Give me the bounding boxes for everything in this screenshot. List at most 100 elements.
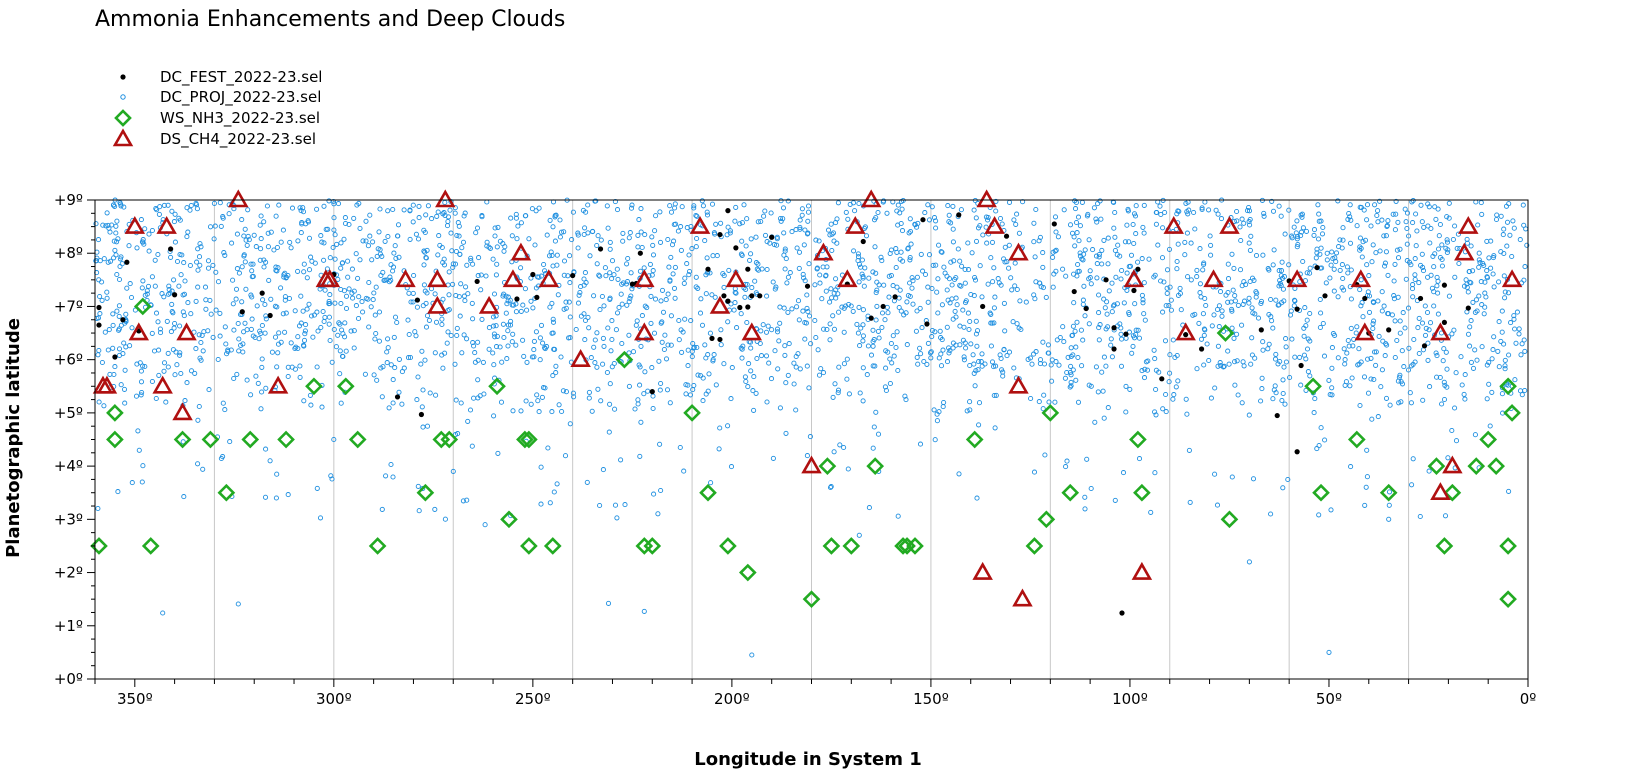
dc-proj-point — [743, 378, 749, 385]
dc-proj-point — [308, 402, 314, 408]
dc-proj-point — [423, 324, 430, 330]
dc-proj-point — [1444, 239, 1451, 245]
dc-proj-point — [1082, 247, 1088, 253]
dc-proj-point — [881, 198, 887, 204]
dc-proj-point — [672, 201, 678, 207]
dc-proj-point — [328, 473, 334, 479]
dc-proj-point — [1358, 245, 1364, 251]
dc-proj-point — [910, 301, 916, 307]
dc-proj-point — [276, 202, 282, 208]
dc-fest-point — [749, 293, 755, 299]
dc-proj-point — [1354, 324, 1360, 330]
ws-nh3-point — [217, 483, 236, 502]
dc-proj-point — [301, 337, 308, 343]
dc-proj-point — [160, 610, 166, 616]
dc-proj-point — [142, 226, 148, 232]
dc-proj-point — [465, 291, 471, 297]
dc-proj-point — [1102, 305, 1108, 311]
dc-proj-point — [827, 232, 833, 238]
dc-proj-point — [1247, 278, 1253, 285]
dc-proj-point — [604, 369, 610, 376]
dc-proj-point — [1320, 320, 1326, 327]
dc-proj-point — [184, 234, 190, 240]
dc-proj-point — [823, 288, 829, 294]
dc-proj-point — [655, 511, 661, 517]
dc-proj-point — [1287, 374, 1293, 381]
dc-proj-point — [649, 365, 655, 371]
dc-proj-point — [181, 494, 187, 500]
dc-proj-point — [1425, 201, 1431, 207]
dc-proj-point — [1392, 318, 1398, 324]
dc-proj-point — [1146, 256, 1152, 262]
dc-proj-point — [953, 275, 959, 281]
dc-proj-point — [1050, 254, 1056, 260]
dc-proj-point — [1484, 396, 1490, 402]
x-tick-label: 150º — [913, 690, 949, 708]
dc-proj-point — [176, 215, 182, 221]
dc-proj-point — [764, 266, 770, 273]
dc-proj-point — [806, 385, 812, 391]
dc-proj-point — [1103, 363, 1109, 369]
dc-proj-point — [750, 388, 756, 394]
dc-proj-point — [376, 309, 383, 315]
dc-proj-point — [446, 292, 452, 298]
dc-proj-point — [1070, 323, 1076, 329]
dc-proj-point — [486, 325, 492, 331]
dc-proj-point — [824, 326, 830, 333]
dc-proj-point — [747, 257, 753, 263]
dc-proj-point — [378, 272, 384, 279]
dc-proj-point — [453, 397, 459, 403]
dc-proj-point — [248, 292, 254, 298]
ws-nh3-point — [277, 430, 295, 449]
dc-proj-point — [373, 284, 379, 290]
dc-proj-point — [907, 257, 913, 263]
dc-proj-point — [348, 328, 354, 334]
dc-proj-point — [860, 338, 866, 344]
dc-proj-point — [1199, 206, 1205, 213]
dc-proj-point — [946, 219, 952, 225]
dc-proj-point — [910, 278, 916, 284]
dc-proj-point — [388, 277, 394, 283]
dc-proj-point — [280, 311, 286, 317]
dc-proj-point — [1163, 303, 1169, 309]
dc-proj-point — [385, 208, 391, 214]
dc-proj-point — [1052, 399, 1058, 405]
dc-proj-point — [563, 389, 569, 395]
dc-proj-point — [195, 267, 201, 273]
dc-proj-point — [651, 330, 658, 336]
dc-proj-point — [226, 211, 232, 217]
dc-proj-point — [856, 200, 862, 207]
ws-nh3-point — [683, 404, 701, 422]
dc-proj-point — [985, 281, 991, 287]
dc-proj-point — [450, 468, 456, 474]
dc-fest-point — [1159, 376, 1165, 382]
dc-proj-point — [464, 262, 470, 268]
dc-proj-point — [597, 307, 603, 313]
dc-proj-point — [1467, 324, 1473, 330]
dc-proj-point — [1472, 432, 1478, 438]
ds-ch4-point — [634, 269, 655, 288]
dc-proj-point — [391, 334, 397, 340]
dc-proj-point — [1422, 332, 1429, 338]
dc-proj-point — [1171, 392, 1177, 398]
dc-proj-point — [497, 344, 503, 350]
dc-proj-point — [114, 308, 120, 314]
dc-proj-point — [1237, 224, 1243, 230]
ws-nh3-point — [894, 537, 912, 555]
dc-proj-point — [718, 327, 724, 333]
dc-proj-point — [691, 345, 697, 351]
ws-nh3-point — [1304, 377, 1322, 396]
dc-proj-point — [1072, 243, 1078, 249]
dc-proj-point — [946, 350, 952, 356]
dc-proj-point — [318, 324, 324, 331]
dc-proj-point — [1364, 447, 1370, 453]
dc-proj-point — [835, 390, 841, 396]
dc-proj-point — [302, 331, 308, 337]
dc-proj-point — [992, 425, 998, 431]
dc-proj-point — [1103, 326, 1109, 332]
dc-proj-point — [1200, 267, 1206, 273]
dc-proj-point — [1470, 365, 1477, 371]
dc-proj-point — [1424, 309, 1431, 316]
dc-proj-point — [1342, 357, 1348, 363]
dc-proj-point — [196, 254, 203, 260]
